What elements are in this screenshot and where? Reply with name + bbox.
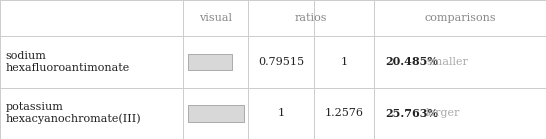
Text: comparisons: comparisons: [424, 13, 496, 23]
Text: sodium
hexafluoroantimonate: sodium hexafluoroantimonate: [5, 51, 130, 73]
Text: ratios: ratios: [295, 13, 328, 23]
Text: 1.2576: 1.2576: [324, 108, 364, 118]
FancyBboxPatch shape: [188, 54, 232, 70]
Text: 1: 1: [277, 108, 285, 118]
Text: larger: larger: [426, 108, 460, 118]
Text: potassium
hexacyanochromate(III): potassium hexacyanochromate(III): [5, 102, 141, 124]
Text: 1: 1: [340, 57, 348, 67]
Text: visual: visual: [199, 13, 232, 23]
Text: 20.485%: 20.485%: [385, 56, 438, 67]
Text: smaller: smaller: [426, 57, 468, 67]
FancyBboxPatch shape: [188, 105, 244, 122]
Text: 0.79515: 0.79515: [258, 57, 304, 67]
Text: 25.763%: 25.763%: [385, 108, 438, 119]
